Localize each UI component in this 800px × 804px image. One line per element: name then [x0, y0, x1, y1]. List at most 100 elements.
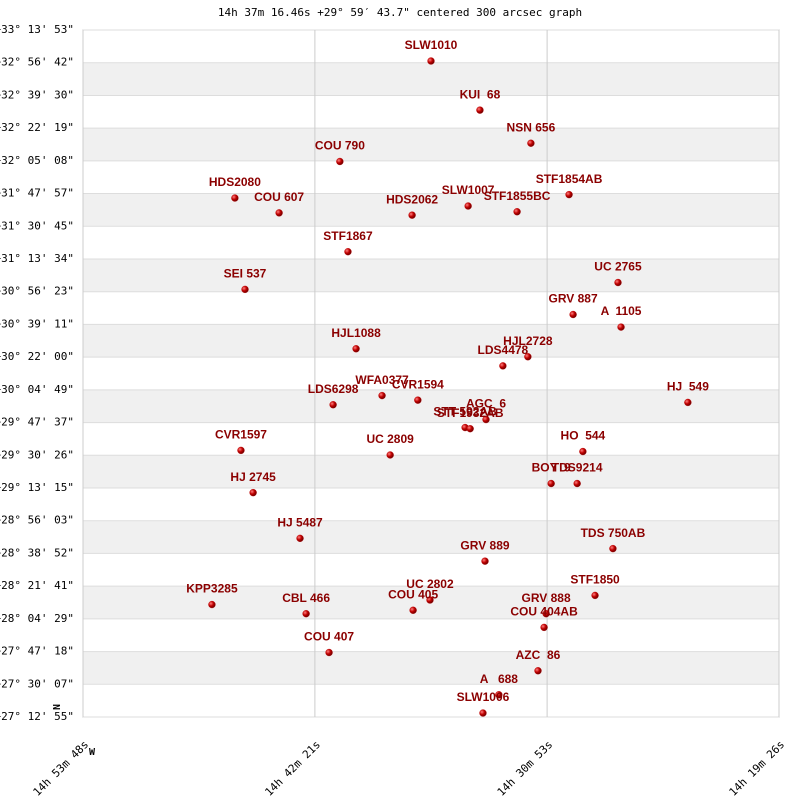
star-label: A 688 — [480, 672, 519, 686]
star — [325, 648, 333, 657]
star — [513, 208, 521, 216]
star-label: COU 407 — [304, 630, 354, 644]
star-label: HDS2080 — [209, 175, 261, 189]
star-label: HJL2728 — [503, 334, 553, 348]
x-tick-label: 14h 19m 26s — [727, 738, 788, 799]
star-label: HJ 549 — [667, 380, 709, 394]
star — [591, 591, 599, 600]
star — [481, 557, 489, 565]
star-label: COU 405 — [388, 587, 438, 601]
star-label: UC 2802 — [406, 577, 454, 591]
band — [83, 520, 779, 554]
star-label: LDS4478 — [478, 343, 529, 357]
star — [249, 488, 257, 497]
star — [237, 446, 245, 455]
x-tick-label: 14h 53m 48s — [31, 738, 92, 799]
y-tick-label: +31° 30' 45" — [0, 219, 74, 232]
west-label: W — [89, 747, 96, 758]
y-tick-label: +27° 30' 07" — [0, 677, 74, 690]
band — [83, 128, 779, 161]
star — [499, 362, 507, 370]
y-tick-label: +27° 12' 55" — [0, 710, 74, 723]
band — [83, 324, 779, 358]
star-label: KPP3285 — [186, 582, 238, 596]
star — [329, 401, 337, 409]
star-label: CVR1594 — [392, 377, 444, 391]
star-label: WFA0377 — [355, 373, 409, 387]
y-tick-label: +28° 04' 29" — [0, 612, 74, 625]
band — [83, 651, 779, 685]
star — [386, 451, 394, 459]
y-tick-label: +30° 56' 23" — [0, 285, 74, 298]
band — [83, 455, 779, 488]
star-label: SEI 537 — [224, 267, 267, 281]
y-tick-label: +28° 38' 52" — [0, 546, 74, 559]
star — [466, 425, 474, 433]
star — [547, 479, 555, 488]
star — [534, 667, 542, 675]
star-label: COU 790 — [315, 139, 365, 153]
star — [336, 157, 344, 166]
star-label: UC 2765 — [594, 260, 642, 274]
star — [476, 106, 484, 114]
star-label: AGC 6 — [466, 397, 506, 411]
band — [83, 62, 779, 96]
star — [614, 278, 622, 287]
band — [83, 193, 779, 227]
x-tick-label: 14h 30m 53s — [495, 738, 556, 799]
star — [344, 248, 352, 256]
star — [565, 190, 573, 199]
star — [241, 285, 249, 294]
star — [378, 391, 386, 400]
star — [569, 310, 577, 319]
star-label: SLW1010 — [405, 38, 458, 52]
star — [524, 353, 532, 361]
star — [482, 415, 490, 424]
star — [302, 610, 310, 618]
band — [83, 389, 779, 423]
star-label: STT 592AB — [433, 405, 497, 419]
star-label: LDS6298 — [308, 382, 359, 396]
star-label: COU 607 — [254, 190, 304, 204]
star-label: HJ 5487 — [277, 515, 323, 529]
star — [464, 202, 472, 210]
star-label: GRV 889 — [460, 538, 509, 552]
y-tick-label: +32° 05' 08" — [0, 154, 74, 167]
star — [414, 396, 422, 404]
y-tick-label: +29° 13' 15" — [0, 481, 74, 494]
star — [573, 479, 581, 488]
y-tick-label: +30° 39' 11" — [0, 317, 74, 330]
y-tick-label: +28° 21' 41" — [0, 579, 74, 592]
star-label: TDS9214 — [552, 461, 603, 475]
y-tick-label: +29° 47' 37" — [0, 416, 74, 429]
star-label: HJ 2745 — [230, 470, 276, 484]
star — [352, 345, 360, 353]
star — [579, 447, 587, 456]
y-tick-label: +32° 22' 19" — [0, 121, 74, 134]
star-label: A 1105 — [601, 304, 642, 318]
star-label: HDS2062 — [386, 192, 438, 206]
chart-title: 14h 37m 16.46s +29° 59′ 43.7" centered 3… — [218, 6, 582, 19]
y-tick-label: +27° 47' 18" — [0, 645, 74, 658]
star-label: CVR1597 — [215, 428, 267, 442]
y-tick-label: +30° 22' 00" — [0, 350, 74, 363]
y-tick-label: +33° 13' 53" — [0, 23, 74, 36]
star — [409, 606, 417, 614]
star-label: TDS 750AB — [581, 526, 646, 540]
x-tick-label: 14h 42m 21s — [262, 738, 323, 799]
star — [275, 209, 283, 217]
star-label: UC 2809 — [366, 432, 414, 446]
star-label: STF1867 — [323, 229, 373, 243]
star — [479, 709, 487, 717]
band — [83, 258, 779, 292]
star — [609, 544, 617, 553]
star-label: STF1854AB — [536, 172, 603, 186]
y-tick-label: +31° 47' 57" — [0, 187, 74, 200]
y-tick-label: +30° 04' 49" — [0, 383, 74, 396]
star — [540, 623, 548, 632]
star — [231, 194, 239, 202]
y-tick-label: +32° 39' 30" — [0, 88, 74, 101]
star — [296, 534, 304, 542]
star — [617, 323, 625, 331]
